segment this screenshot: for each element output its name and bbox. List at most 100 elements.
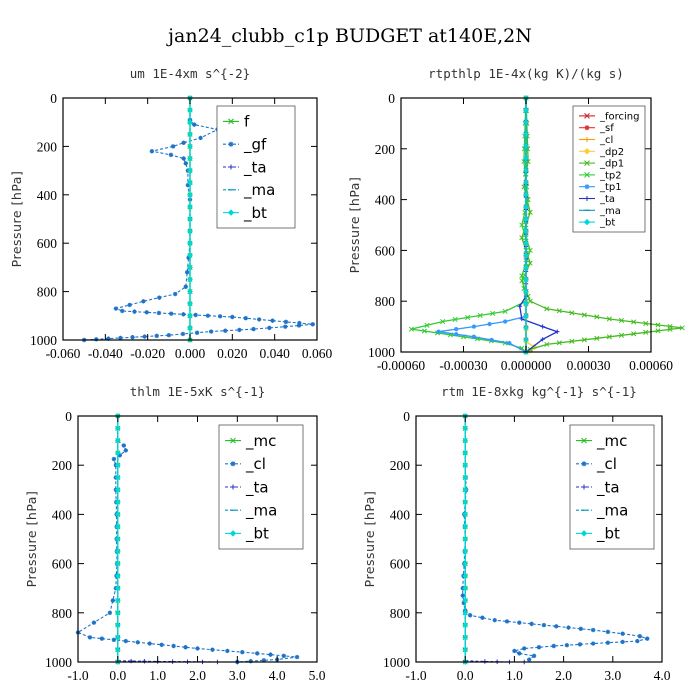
y-tick-label: 1000 xyxy=(45,655,72,670)
y-axis-label: Pressure [hPa] xyxy=(362,491,377,588)
data-point xyxy=(462,523,469,530)
legend-marker xyxy=(584,196,590,201)
x-tick-label: -0.00060 xyxy=(377,358,426,373)
data-point xyxy=(187,131,193,138)
data-point xyxy=(110,598,116,603)
y-tick-label: 400 xyxy=(390,507,411,522)
data-point xyxy=(519,316,525,322)
data-point xyxy=(424,322,430,328)
legend-marker xyxy=(581,461,587,467)
panel-title: um 1E-4xm s^{-2} xyxy=(130,66,250,81)
legend-marker xyxy=(230,484,236,490)
legend: _forcing_sf_cl_dp2_dp1_tp2_tp1_ta_ma_bt xyxy=(572,105,646,233)
data-point xyxy=(114,572,121,579)
y-tick-label: 600 xyxy=(375,243,396,258)
y-tick-label: 600 xyxy=(390,557,411,572)
data-point xyxy=(205,313,211,318)
x-tick-label: 0.020 xyxy=(217,346,248,361)
data-point xyxy=(477,312,483,318)
data-point xyxy=(655,322,661,328)
y-axis-label: Pressure [hPa] xyxy=(24,491,39,588)
data-point xyxy=(186,255,191,260)
data-point xyxy=(114,462,121,469)
data-point xyxy=(156,310,162,316)
data-point xyxy=(527,209,533,215)
x-tick-label: 0.00030 xyxy=(567,358,611,373)
series-line xyxy=(519,98,559,353)
data-point xyxy=(605,640,611,645)
legend-item: _tp1 xyxy=(579,182,622,193)
chart-panel-1: um 1E-4xm s^{-2} Pressure [hPa] -0.060 -0.0… xyxy=(9,66,332,361)
data-point xyxy=(183,645,188,650)
x-tick-label: -1.0 xyxy=(67,668,89,683)
data-point xyxy=(294,654,300,660)
data-point xyxy=(523,288,529,295)
data-point xyxy=(637,633,643,639)
data-point xyxy=(544,306,550,312)
data-point xyxy=(581,312,587,318)
data-point xyxy=(114,523,121,530)
data-point xyxy=(555,329,560,334)
x-tick-label: 3.0 xyxy=(229,668,246,683)
data-point xyxy=(281,653,287,659)
data-point xyxy=(460,593,465,598)
data-point xyxy=(541,622,547,628)
data-point xyxy=(283,324,288,329)
data-point xyxy=(462,536,469,542)
data-point xyxy=(187,300,193,307)
data-point xyxy=(149,149,155,154)
data-point xyxy=(187,191,193,198)
data-point xyxy=(181,156,186,161)
data-point xyxy=(489,337,494,343)
y-tick-label: 800 xyxy=(375,294,396,309)
data-point xyxy=(123,638,128,644)
x-tick-label: -0.020 xyxy=(130,346,165,361)
data-point xyxy=(142,659,147,664)
legend-label: _bt xyxy=(599,218,615,229)
y-tick-label: 600 xyxy=(37,236,58,251)
data-point xyxy=(590,641,596,646)
data-point xyxy=(594,314,600,320)
y-tick-label: 1000 xyxy=(368,345,395,360)
legend-marker xyxy=(230,461,236,467)
data-point xyxy=(631,331,637,337)
data-point xyxy=(91,620,97,625)
legend-label: _ta xyxy=(243,158,267,177)
legend-item: _forcing xyxy=(579,111,640,122)
data-point xyxy=(159,642,164,647)
x-tick-label: 4.0 xyxy=(269,668,286,683)
data-point xyxy=(462,622,469,629)
x-tick-label: 0.060 xyxy=(302,346,333,361)
x-tick-label: 2.0 xyxy=(555,668,572,683)
y-tick-label: 1000 xyxy=(383,655,410,670)
data-point xyxy=(462,499,469,506)
data-point xyxy=(523,324,529,331)
data-point xyxy=(130,335,135,340)
data-point xyxy=(135,640,140,645)
data-point xyxy=(523,300,529,307)
legend-marker xyxy=(227,209,235,216)
legend-label: f xyxy=(244,113,250,131)
x-tick-label: 3.0 xyxy=(604,668,621,683)
data-point xyxy=(193,312,198,318)
data-point xyxy=(544,341,550,347)
data-point xyxy=(523,167,529,174)
data-point xyxy=(462,609,469,616)
data-point xyxy=(225,648,230,654)
data-point xyxy=(187,167,193,174)
data-point xyxy=(208,329,214,334)
legend-label: _ma xyxy=(243,181,275,200)
data-point xyxy=(251,326,256,332)
data-point xyxy=(507,340,512,346)
data-point xyxy=(255,651,260,656)
series-bt xyxy=(114,413,121,665)
y-tick-label: 200 xyxy=(52,458,73,473)
data-point xyxy=(171,643,176,649)
data-point xyxy=(181,140,186,145)
data-point xyxy=(526,657,532,662)
data-point xyxy=(142,334,147,339)
data-point xyxy=(436,329,441,334)
legend-item: _ta xyxy=(225,478,269,497)
data-point xyxy=(523,336,529,343)
data-point xyxy=(114,437,121,444)
